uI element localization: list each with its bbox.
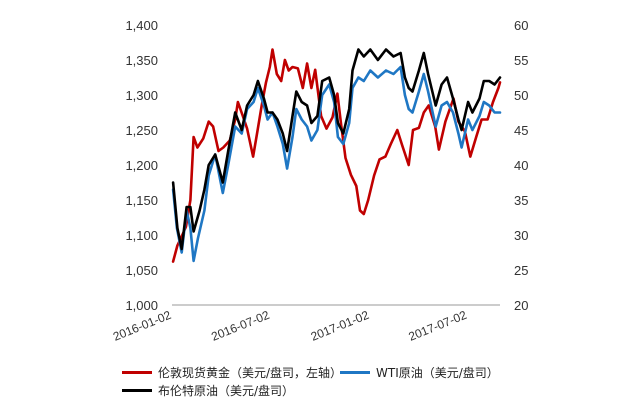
left-tick-label: 1,350	[125, 53, 158, 68]
legend-item-gold: 伦敦现货黄金（美元/盘司，左轴）	[122, 364, 342, 381]
left-tick-label: 1,400	[125, 18, 158, 33]
x-axis: 2016-01-02 2016-07-02 2017-01-02 2017-07-02	[111, 308, 469, 344]
right-tick-label: 60	[514, 18, 528, 33]
legend-swatch-gold	[122, 371, 152, 374]
legend-item-wti: WTI原油（美元/盘司）	[340, 364, 499, 381]
right-tick-label: 50	[514, 88, 528, 103]
left-tick-label: 1,250	[125, 123, 158, 138]
legend-swatch-brent	[122, 389, 152, 392]
left-axis: 1,000 1,050 1,100 1,150 1,200 1,250 1,300 1,350…	[125, 18, 158, 313]
right-tick-label: 30	[514, 228, 528, 243]
legend-label-wti: WTI原油（美元/盘司）	[376, 366, 499, 380]
right-tick-label: 25	[514, 263, 528, 278]
right-tick-label: 55	[514, 53, 528, 68]
right-tick-label: 40	[514, 158, 528, 173]
x-tick-label: 2017-07-02	[407, 308, 469, 344]
right-tick-label: 45	[514, 123, 528, 138]
x-tick-label: 2016-01-02	[111, 308, 173, 344]
left-tick-label: 1,050	[125, 263, 158, 278]
left-tick-label: 1,000	[125, 298, 158, 313]
legend-label-brent: 布伦特原油（美元/盘司）	[158, 384, 295, 398]
left-tick-label: 1,300	[125, 88, 158, 103]
right-tick-label: 20	[514, 298, 528, 313]
right-axis: 20 25 30 35 40 45 50 55 60	[514, 18, 528, 313]
brent-series-line	[171, 48, 502, 251]
legend-item-brent: 布伦特原油（美元/盘司）	[122, 382, 294, 399]
series-layer	[171, 48, 502, 263]
legend-swatch-wti	[340, 371, 370, 374]
x-tick-label: 2016-07-02	[209, 308, 271, 344]
left-tick-label: 1,200	[125, 158, 158, 173]
left-tick-label: 1,100	[125, 228, 158, 243]
x-tick-label: 2017-01-02	[309, 308, 371, 344]
legend-label-gold: 伦敦现货黄金（美元/盘司，左轴）	[158, 366, 343, 380]
wti-series-line	[171, 65, 502, 263]
gold-series-line	[171, 48, 502, 263]
left-tick-label: 1,150	[125, 193, 158, 208]
right-tick-label: 35	[514, 193, 528, 208]
